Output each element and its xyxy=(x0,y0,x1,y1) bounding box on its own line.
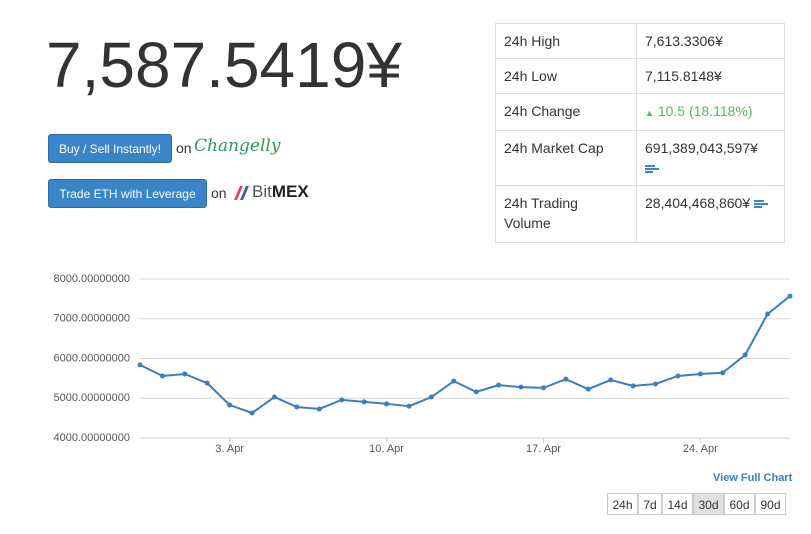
data-point xyxy=(608,377,614,383)
change-value: 10.5 (18.118%) xyxy=(657,103,753,119)
brand-changelly: Changelly xyxy=(194,136,281,156)
chart: 4000.00000000 5000.00000000 6000.00000000 7… xyxy=(54,273,793,455)
data-point xyxy=(540,385,546,391)
stat-label: 24h Market Cap xyxy=(495,130,637,186)
stat-value: 7,613.3306¥ xyxy=(636,23,785,59)
data-point xyxy=(406,403,412,409)
data-point xyxy=(428,394,434,400)
data-point xyxy=(697,371,703,377)
data-point xyxy=(473,389,479,395)
on-text: on xyxy=(211,185,227,201)
range-button[interactable]: 30d xyxy=(693,493,724,515)
range-button[interactable]: 7d xyxy=(638,493,662,515)
data-point xyxy=(675,373,681,379)
stat-label: 24h Trading Volume xyxy=(495,185,637,243)
price-line xyxy=(139,295,791,415)
data-point xyxy=(249,410,255,416)
stat-value: 7,115.8148¥ xyxy=(636,58,785,94)
brand-part: Bit xyxy=(252,182,272,201)
market-cap: 691,389,043,597¥ xyxy=(645,140,758,156)
data-point xyxy=(451,378,457,384)
range-button[interactable]: 60d xyxy=(724,493,755,515)
data-point xyxy=(585,386,591,392)
y-tick-label: 4000.00000000 xyxy=(54,432,130,444)
chart-icon[interactable] xyxy=(645,164,659,174)
buy-button[interactable]: Buy / Sell Instantly! xyxy=(48,134,172,163)
data-point xyxy=(765,311,771,317)
x-tick-label: 24. Apr xyxy=(683,443,718,455)
data-point xyxy=(653,381,659,387)
brand-bitmex: BitMEX xyxy=(252,182,309,202)
data-point xyxy=(137,362,143,368)
stat-value: 28,404,468,860¥ xyxy=(636,185,785,243)
data-point xyxy=(361,399,367,405)
data-point xyxy=(339,397,345,403)
price: 7,587.5419¥ xyxy=(46,29,402,101)
data-point xyxy=(742,352,748,358)
x-tick-label: 10. Apr xyxy=(369,443,404,455)
data-point xyxy=(182,371,188,377)
stats-table: 24h High 7,613.3306¥ 24h Low 7,115.8148¥ 2… xyxy=(495,23,785,243)
range-button[interactable]: 90d xyxy=(755,493,786,515)
data-point xyxy=(384,401,390,407)
data-point xyxy=(159,373,165,379)
y-tick-label: 6000.00000000 xyxy=(54,352,130,364)
data-point xyxy=(316,406,322,412)
volume: 28,404,468,860¥ xyxy=(645,195,751,211)
y-tick-label: 7000.00000000 xyxy=(54,313,130,325)
stat-label: 24h Change xyxy=(495,93,637,131)
on-text: on xyxy=(176,140,192,156)
x-tick-label: 17. Apr xyxy=(526,443,561,455)
y-tick-label: 5000.00000000 xyxy=(54,392,130,404)
range-button[interactable]: 24h xyxy=(607,493,638,515)
data-point xyxy=(787,293,793,299)
data-point xyxy=(496,382,502,388)
data-point xyxy=(720,370,726,376)
chart-icon[interactable] xyxy=(754,199,768,209)
y-tick-label: 8000.00000000 xyxy=(54,273,130,285)
data-point xyxy=(271,394,277,400)
data-point xyxy=(294,404,300,410)
leverage-button[interactable]: Trade ETH with Leverage xyxy=(48,179,207,208)
data-point xyxy=(630,383,636,389)
range-buttons: 24h 7d 14d 30d 60d 90d xyxy=(607,493,786,515)
data-point xyxy=(518,384,524,390)
data-point xyxy=(204,380,210,386)
bitmex-logo xyxy=(234,186,249,200)
x-tick-label: 3. Apr xyxy=(215,443,244,455)
data-point xyxy=(227,402,233,408)
view-full-chart[interactable]: View Full Chart xyxy=(713,472,793,484)
stat-value: 691,389,043,597¥ xyxy=(636,130,785,186)
range-button[interactable]: 14d xyxy=(662,493,693,515)
brand-part: MEX xyxy=(271,182,309,201)
data-point xyxy=(563,376,569,382)
